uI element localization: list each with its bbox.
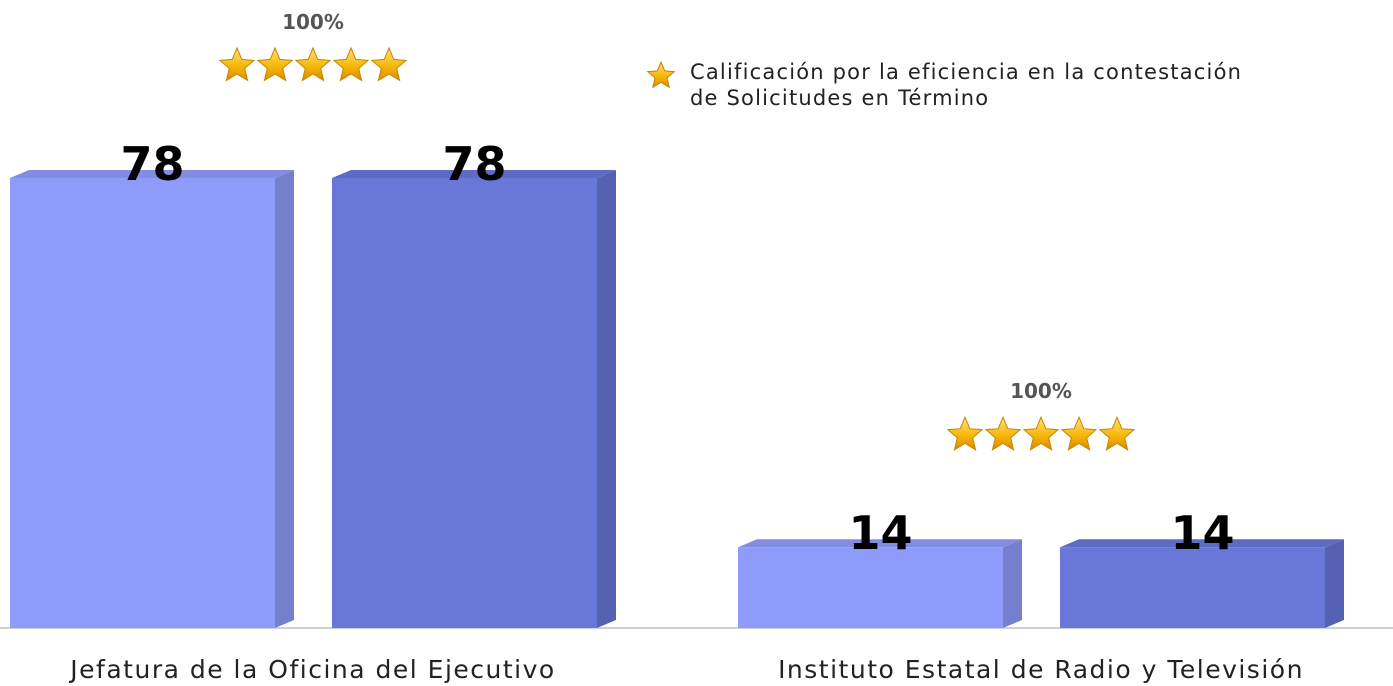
rating-label: 100% — [1010, 379, 1072, 403]
legend-note: de Solicitudes en Término — [690, 86, 989, 110]
star-icon — [296, 48, 330, 81]
star-icon — [1100, 417, 1134, 450]
value-label: 14 — [848, 506, 912, 560]
star-icon — [372, 48, 406, 81]
bar-side — [1003, 539, 1022, 628]
chart: 78 78 Jefatura de la Oficina del Ejecutivo… — [0, 0, 1393, 686]
value-label: 78 — [120, 137, 184, 191]
bar-side — [1325, 539, 1344, 628]
star-icon — [220, 48, 254, 81]
star-icon — [1062, 417, 1096, 450]
star-icon — [648, 62, 675, 87]
category-label: Jefatura de la Oficina del Ejecutivo — [68, 655, 555, 684]
star-icon — [258, 48, 292, 81]
star-icon — [334, 48, 368, 81]
star-icon — [948, 417, 982, 450]
category-label: Instituto Estatal de Radio y Televisión — [778, 655, 1304, 684]
star-icon — [986, 417, 1020, 450]
value-label: 14 — [1170, 506, 1234, 560]
bar-side — [275, 170, 294, 628]
bar — [10, 178, 275, 628]
legend-note: Calificación por la eficiencia en la con… — [690, 60, 1242, 84]
bar — [332, 178, 597, 628]
rating-label: 100% — [282, 10, 344, 34]
value-label: 78 — [442, 137, 506, 191]
bar-side — [597, 170, 616, 628]
star-icon — [1024, 417, 1058, 450]
